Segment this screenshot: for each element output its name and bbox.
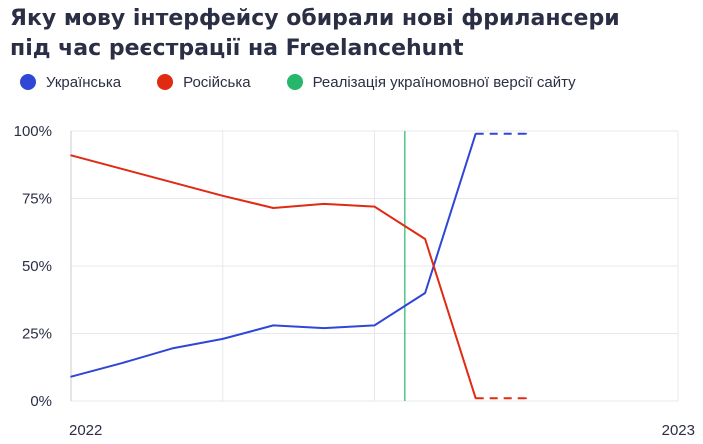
y-tick-label: 75% bbox=[22, 191, 52, 208]
data-point bbox=[70, 154, 72, 157]
data-point bbox=[474, 132, 477, 135]
data-point bbox=[525, 397, 528, 400]
data-point bbox=[323, 203, 325, 205]
legend-item-ukrainian: Українська bbox=[20, 74, 121, 91]
y-tick-label: 100% bbox=[14, 123, 52, 140]
data-point bbox=[120, 362, 123, 365]
legend-dot-icon bbox=[157, 74, 174, 90]
data-point bbox=[525, 132, 528, 135]
legend-label: Російська bbox=[183, 73, 251, 91]
data-point bbox=[221, 338, 224, 340]
legend: Українська Російська Реалізація україном… bbox=[20, 71, 612, 93]
legend-dot-icon bbox=[286, 74, 303, 90]
chart-title-line-1: Яку мову інтерфейсу обирали нові фриланс… bbox=[10, 6, 620, 31]
data-point bbox=[373, 324, 376, 327]
legend-label: Українська bbox=[46, 73, 122, 91]
data-point bbox=[424, 292, 426, 294]
chart-title: Яку мову інтерфейсу обирали нові фриланс… bbox=[10, 4, 700, 64]
legend-item-ukrainian-version-launch: Реалізація україномовної версії сайту bbox=[286, 73, 576, 91]
data-point bbox=[221, 195, 224, 197]
x-tick-label: 2023 bbox=[662, 422, 695, 439]
series-line-russian bbox=[70, 154, 477, 399]
series-line-ukrainian bbox=[70, 133, 477, 378]
data-point bbox=[373, 205, 376, 208]
y-tick-label: 0% bbox=[30, 393, 52, 410]
y-tick-label: 50% bbox=[22, 258, 52, 275]
data-point bbox=[272, 207, 275, 209]
y-tick-label: 25% bbox=[22, 326, 52, 343]
data-point bbox=[323, 327, 325, 329]
data-point bbox=[424, 238, 426, 240]
legend-dot-icon bbox=[20, 74, 36, 90]
data-point bbox=[171, 181, 173, 184]
x-tick-label: 2022 bbox=[69, 422, 102, 439]
data-point bbox=[70, 375, 72, 378]
data-point bbox=[272, 324, 275, 327]
legend-label: Реалізація україномовної версії сайту bbox=[312, 73, 576, 91]
data-point bbox=[474, 397, 477, 400]
legend-item-russian: Російська bbox=[157, 73, 251, 91]
data-point bbox=[171, 347, 173, 350]
data-point bbox=[120, 168, 123, 170]
chart-title-line-2: під час реєстрації на Freelancehunt bbox=[10, 36, 464, 61]
